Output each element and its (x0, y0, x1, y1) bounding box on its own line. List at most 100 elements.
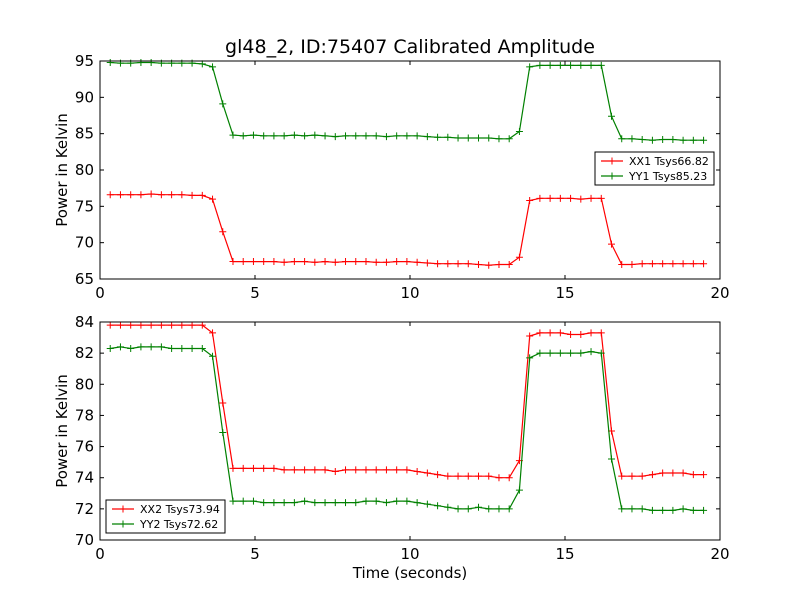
data-point-xx2 (188, 321, 196, 329)
data-point-yy1 (587, 61, 595, 69)
data-point-xx2 (290, 466, 298, 474)
x-tick-label: 10 (400, 545, 419, 563)
data-point-yy1 (147, 58, 155, 66)
data-point-xx2 (127, 321, 135, 329)
data-point-yy1 (434, 133, 442, 141)
plot-panels: 0 5 10 15 20 65 70 75 80 85 90 95 XX1 Tsys66.82 YY1 T… (75, 52, 730, 563)
data-point-xx1 (403, 258, 411, 266)
data-point-yy1 (331, 133, 339, 141)
data-point-yy2 (475, 503, 483, 511)
data-point-yy2 (648, 506, 656, 514)
data-point-xx2 (413, 467, 421, 475)
data-point-yy1 (198, 60, 206, 68)
data-point-xx1 (362, 258, 370, 266)
data-point-xx1 (577, 195, 585, 203)
data-point-xx1 (311, 258, 319, 266)
legend-box (594, 151, 715, 186)
x-tick-label: 15 (555, 284, 574, 302)
data-point-xx2 (249, 464, 257, 472)
data-point-yy2 (362, 497, 370, 505)
data-point-xx2 (648, 471, 656, 479)
data-point-xx2 (219, 399, 227, 407)
data-point-yy1 (618, 135, 626, 143)
data-point-yy1 (700, 136, 708, 144)
data-point-xx2 (178, 321, 186, 329)
data-point-yy1 (444, 133, 452, 141)
data-point-yy1 (249, 131, 257, 139)
data-point-yy2 (219, 429, 227, 437)
legend-entry-label: YY2 Tsys72.62 (139, 518, 218, 531)
data-point-xx2 (270, 464, 278, 472)
data-point-xx2 (567, 330, 575, 338)
data-point-xx1 (587, 194, 595, 202)
data-point-yy1 (362, 132, 370, 140)
data-point-xx1 (290, 258, 298, 266)
data-point-yy1 (454, 134, 462, 142)
data-point-yy1 (577, 61, 585, 69)
y-tick-label: 80 (75, 375, 94, 393)
data-point-xx1 (556, 194, 564, 202)
data-point-yy2 (168, 344, 176, 352)
data-point-yy1 (679, 136, 687, 144)
data-point-xx2 (209, 329, 217, 337)
data-point-yy2 (301, 497, 309, 505)
y-tick-label: 70 (75, 234, 94, 252)
x-tick-label: 5 (250, 284, 260, 302)
data-point-xx1 (188, 191, 196, 199)
data-point-yy2 (137, 343, 145, 351)
data-point-xx1 (526, 197, 534, 205)
data-point-yy1 (659, 135, 667, 143)
data-point-yy2 (628, 505, 636, 513)
y-tick-label: 72 (75, 500, 94, 518)
data-point-yy1 (403, 132, 411, 140)
data-point-xx1 (280, 258, 288, 266)
data-point-yy2 (260, 499, 268, 507)
y-tick-label: 85 (75, 125, 94, 143)
data-point-xx1 (321, 258, 329, 266)
data-point-yy1 (209, 63, 217, 71)
data-point-yy2 (556, 349, 564, 357)
data-point-xx1 (464, 260, 472, 268)
data-point-xx2 (556, 329, 564, 337)
data-point-yy1 (301, 132, 309, 140)
data-point-yy2 (495, 505, 503, 513)
data-point-xx1 (515, 253, 523, 261)
data-point-yy2 (454, 505, 462, 513)
data-point-yy2 (423, 500, 431, 508)
data-point-yy2 (178, 344, 186, 352)
data-point-yy2 (464, 505, 472, 513)
legend-marker (119, 520, 127, 528)
data-point-xx1 (638, 260, 646, 268)
bottom-y-axis-label: Power in Kelvin (53, 374, 71, 488)
y-tick-label: 78 (75, 406, 94, 424)
data-point-yy2 (157, 343, 165, 351)
data-point-yy2 (270, 499, 278, 507)
data-point-xx2 (260, 464, 268, 472)
data-point-xx2 (495, 474, 503, 482)
data-point-xx2 (546, 329, 554, 337)
data-point-xx1 (178, 191, 186, 199)
data-point-xx2 (157, 321, 165, 329)
y-tick-label: 90 (75, 88, 94, 106)
data-point-xx2 (229, 464, 237, 472)
data-point-xx1 (331, 258, 339, 266)
y-tick-label: 84 (75, 313, 94, 331)
legend-marker (119, 505, 127, 513)
data-point-yy2 (311, 499, 319, 507)
data-point-xx1 (106, 191, 114, 199)
data-point-xx2 (311, 466, 319, 474)
data-point-xx2 (475, 472, 483, 480)
data-point-xx1 (260, 258, 268, 266)
legend-marker (608, 172, 616, 180)
data-point-yy1 (628, 135, 636, 143)
y-tick-label: 76 (75, 438, 94, 456)
data-point-xx2 (362, 466, 370, 474)
data-point-xx1 (495, 260, 503, 268)
data-point-yy1 (608, 112, 615, 120)
data-point-xx1 (157, 191, 165, 199)
data-point-xx2 (628, 472, 636, 480)
data-point-xx1 (434, 260, 442, 268)
data-point-yy2 (485, 505, 493, 513)
